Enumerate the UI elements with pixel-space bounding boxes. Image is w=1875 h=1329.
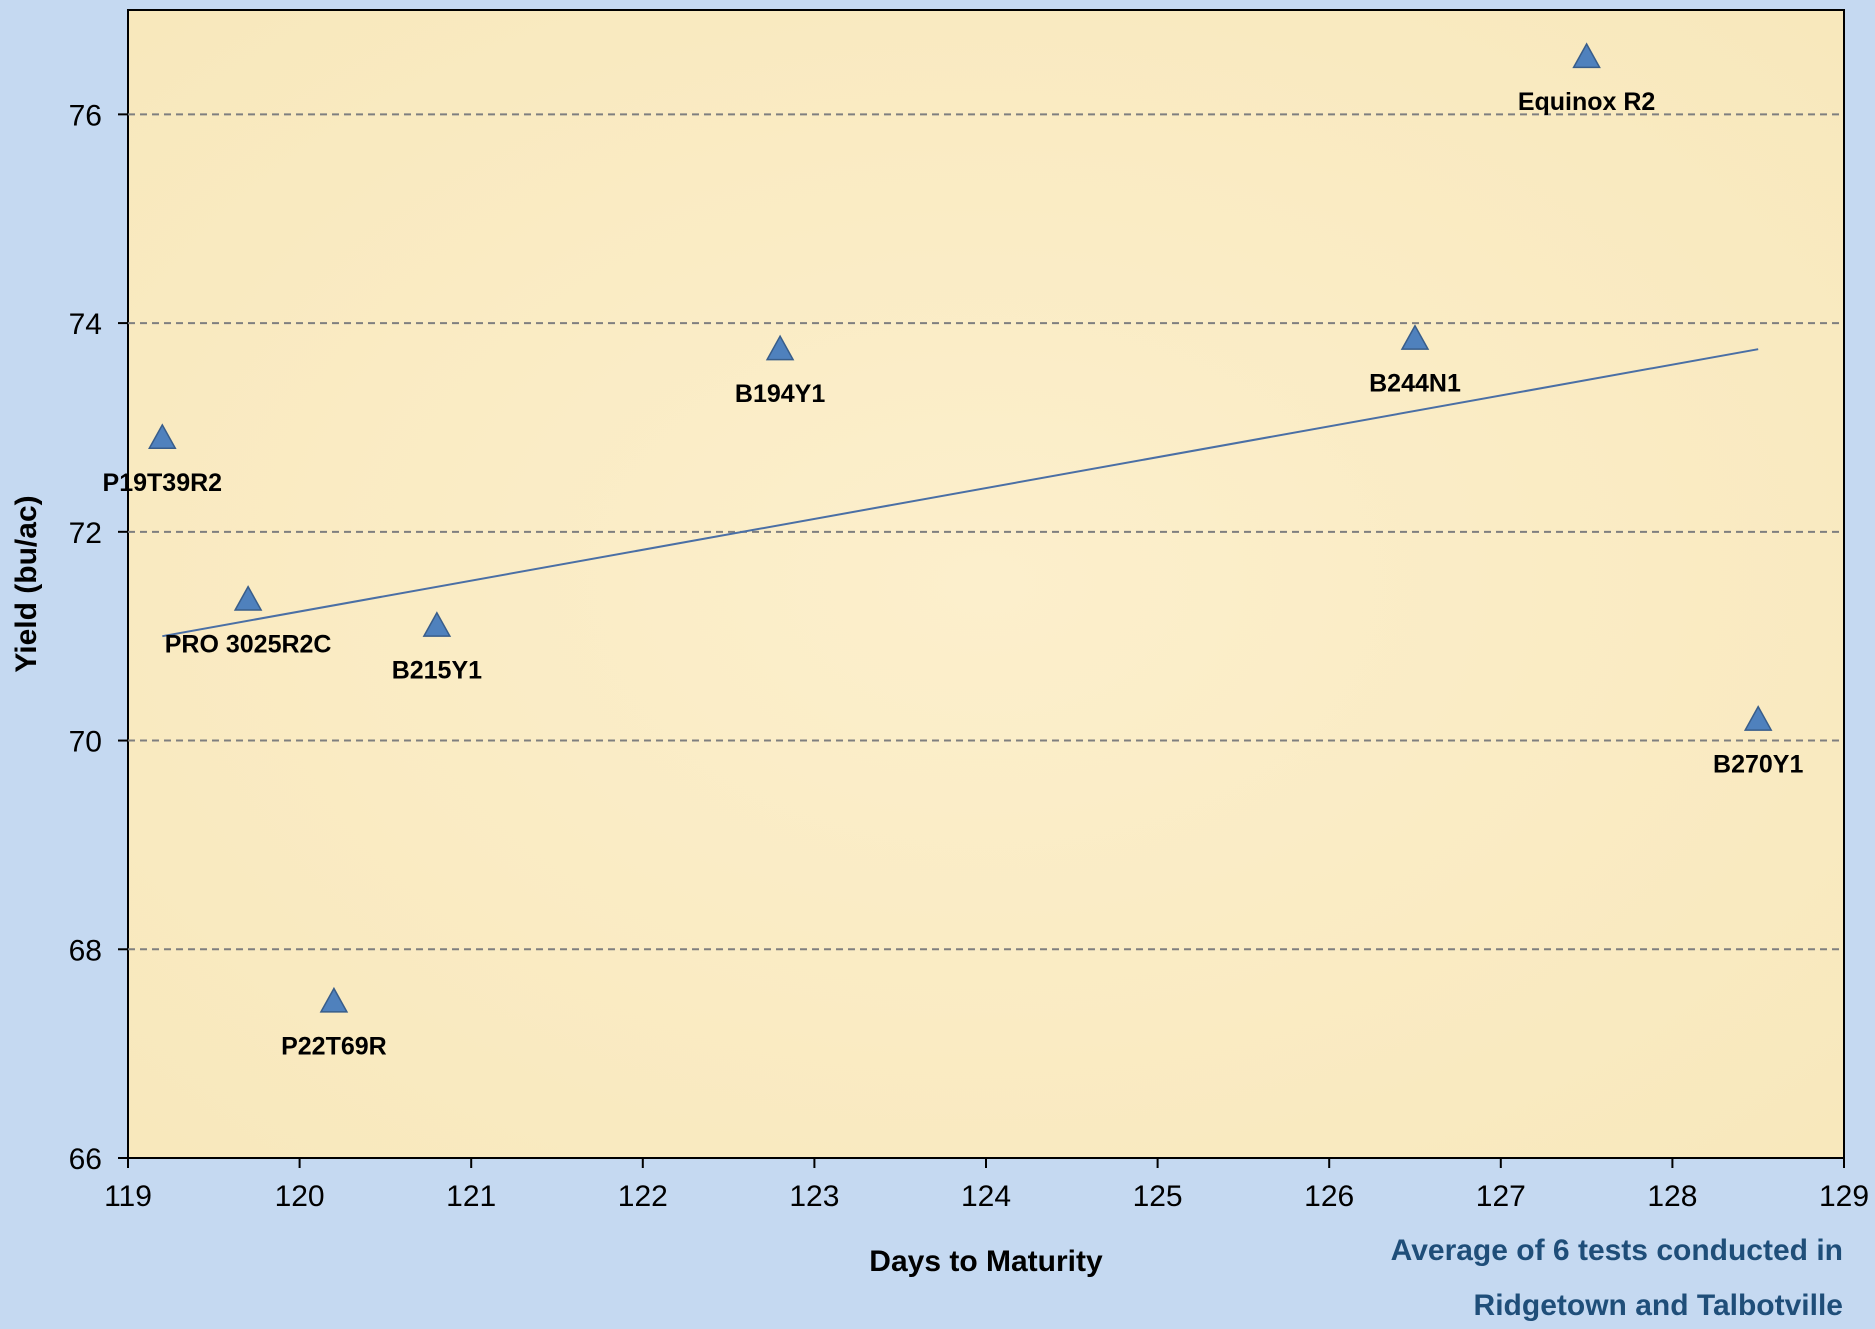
point-label: B194Y1 <box>735 380 825 408</box>
point-marker <box>148 423 177 450</box>
gridlines <box>128 113 1844 951</box>
y-tick-label: 74 <box>69 308 102 341</box>
point-label: P19T39R2 <box>103 469 223 497</box>
point-label: B244N1 <box>1369 370 1461 398</box>
point-marker <box>233 585 263 611</box>
point-marker <box>319 986 349 1013</box>
point-label: PRO 3025R2C <box>165 631 332 659</box>
y-tick-label: 72 <box>69 517 102 550</box>
annotation-line-1: Average of 6 tests conducted in <box>1391 1234 1843 1267</box>
point-label: P22T69R <box>281 1032 387 1060</box>
x-tick-label: 128 <box>1647 1180 1697 1213</box>
data-points: P19T39R2 PRO 3025R2C P22T69R B215Y1 B194Y1 B2… <box>103 42 1803 1060</box>
x-tick-label: 124 <box>961 1180 1011 1213</box>
point-label: B215Y1 <box>392 657 482 685</box>
y-tick-label: 68 <box>69 934 102 967</box>
plot-area <box>127 9 1845 1159</box>
x-axis-label: Days to Maturity <box>869 1245 1103 1278</box>
axes: 66 68 70 72 74 76 119 120 121 122 123 124 125 126 127 1… <box>69 99 1869 1213</box>
x-tick-label: 123 <box>789 1180 839 1213</box>
point-marker <box>1743 705 1773 731</box>
x-tick-label: 129 <box>1819 1180 1869 1213</box>
point-marker <box>1572 42 1601 69</box>
x-tick-label: 125 <box>1133 1180 1183 1213</box>
trendline-group <box>162 348 1759 638</box>
point-marker <box>765 334 795 361</box>
x-tick-label: 122 <box>618 1180 668 1213</box>
point-marker <box>1400 324 1430 350</box>
y-tick-label: 76 <box>69 99 102 132</box>
point-marker <box>422 611 452 637</box>
x-tick-label: 121 <box>446 1180 496 1213</box>
point-label: B270Y1 <box>1713 751 1803 779</box>
x-tick-label: 126 <box>1304 1180 1354 1213</box>
x-tick-label: 119 <box>104 1180 152 1213</box>
y-tick-label: 66 <box>69 1143 102 1176</box>
x-tick-label: 127 <box>1476 1180 1526 1213</box>
y-tick-label: 70 <box>69 726 102 759</box>
trendline <box>162 348 1759 638</box>
x-tick-label: 120 <box>275 1180 325 1213</box>
y-axis-label: Yield (bu/ac) <box>10 495 43 672</box>
annotation-line-2: Ridgetown and Talbotville <box>1474 1289 1843 1322</box>
point-label: Equinox R2 <box>1518 88 1656 116</box>
